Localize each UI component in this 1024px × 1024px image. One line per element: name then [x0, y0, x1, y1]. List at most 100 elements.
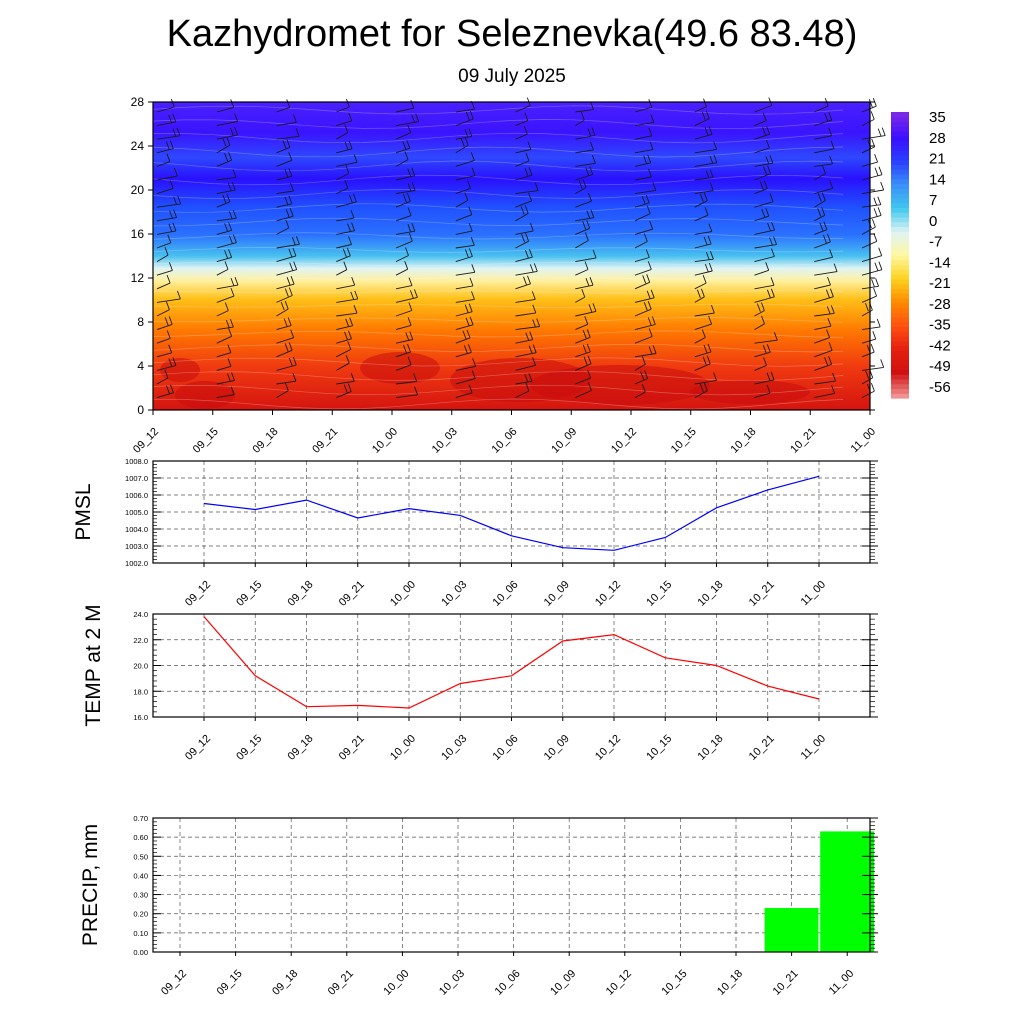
- wind-barb: [754, 248, 775, 263]
- x-tick-label: 10_03: [437, 968, 467, 998]
- wind-barb: [694, 304, 715, 317]
- x-tick-label: 09_21: [326, 968, 356, 998]
- wind-barb: [694, 207, 709, 222]
- wind-barb: [156, 140, 174, 154]
- wind-barb: [395, 289, 418, 303]
- y-tick-label: 1005.0: [125, 508, 148, 517]
- wind-barb: [276, 247, 297, 263]
- x-tick-label: 10_12: [593, 733, 623, 763]
- wind-barb: [515, 304, 537, 317]
- x-tick-label: 09_18: [251, 426, 281, 456]
- wind-barb: [575, 329, 591, 344]
- wind-barb: [754, 193, 774, 208]
- wind-barb: [336, 330, 352, 344]
- wind-barb: [575, 101, 594, 113]
- wind-barb: [216, 344, 232, 358]
- wind-barb: [515, 331, 534, 344]
- wind-barb: [156, 246, 169, 262]
- wind-barb: [754, 344, 771, 358]
- colorbar-segment: [891, 374, 909, 380]
- wind-barb: [694, 372, 718, 385]
- wind-barb: [216, 234, 237, 249]
- wind-barb: [814, 155, 834, 167]
- x-tick-label: 09_21: [310, 426, 340, 456]
- wind-barb: [216, 249, 233, 263]
- x-tick-label: 10_21: [788, 426, 818, 456]
- wind-barb: [455, 344, 472, 358]
- contour-line: [152, 303, 844, 309]
- temp-axis-title: TEMP at 2 M: [82, 604, 105, 726]
- y-tick-label: 0.20: [133, 910, 148, 919]
- wind-barb: [336, 277, 356, 290]
- y-tick-label: 0.60: [133, 833, 148, 842]
- wind-barb: [276, 114, 297, 127]
- wind-barb: [216, 99, 235, 113]
- y-tick-label: 20: [131, 183, 145, 197]
- colorbar-segment: [891, 312, 909, 318]
- wind-barb: [634, 141, 654, 154]
- warm-core: [160, 358, 200, 382]
- wind-barb: [216, 358, 232, 371]
- wind-barb: [575, 288, 586, 303]
- wind-barb: [515, 182, 539, 195]
- wind-barb: [814, 180, 834, 195]
- contour-line: [152, 343, 844, 353]
- x-tick-label: 09_12: [183, 579, 213, 609]
- wind-barb: [575, 316, 589, 331]
- wind-barb: [455, 384, 473, 399]
- wind-barb: [276, 287, 293, 303]
- wind-barb: [575, 209, 595, 222]
- wind-barb: [575, 303, 597, 317]
- wind-barb: [276, 139, 291, 154]
- wind-barb: [336, 373, 355, 385]
- colorbar-segment: [891, 231, 909, 237]
- colorbar-segment: [891, 212, 909, 218]
- wind-barb: [395, 302, 413, 317]
- wind-barb: [814, 127, 833, 140]
- y-tick-label: 18.0: [133, 687, 148, 696]
- contour-line: [152, 247, 844, 253]
- wind-barb: [515, 192, 533, 208]
- wind-barb: [156, 262, 173, 276]
- wind-barb: [634, 370, 649, 385]
- contour-line: [152, 132, 844, 144]
- wind-barb: [515, 275, 531, 290]
- contour-line: [152, 146, 844, 158]
- wind-barb: [575, 111, 585, 126]
- wind-barb: [575, 277, 594, 290]
- wind-barb: [336, 112, 353, 127]
- x-tick-label: 10_15: [669, 426, 699, 456]
- wind-barb: [575, 166, 594, 181]
- wind-barb: [754, 180, 768, 195]
- colorbar-label: -21: [929, 275, 951, 292]
- wind-barb: [634, 194, 650, 208]
- y-tick-label: 0.10: [133, 929, 148, 938]
- colorbar-segment: [891, 269, 909, 275]
- colorbar-segment: [891, 226, 909, 232]
- x-tick-label: 11_00: [849, 426, 879, 456]
- wind-barb: [575, 141, 594, 154]
- wind-barb: [754, 126, 771, 140]
- colorbar-segment: [891, 154, 909, 161]
- x-tick-label: 10_18: [696, 733, 726, 763]
- wind-barb: [694, 126, 713, 140]
- wind-barb: [455, 222, 473, 235]
- colorbar-segment: [891, 112, 909, 118]
- wind-barb: [814, 249, 834, 263]
- y-tick-label: 20.0: [133, 662, 148, 671]
- wind-barb: [575, 343, 591, 358]
- wind-barb: [395, 277, 413, 290]
- wind-barb: [216, 126, 238, 140]
- wind-barb: [156, 180, 174, 195]
- colorbar-segment: [891, 207, 909, 213]
- wind-barb: [455, 291, 475, 303]
- colorbar-segment: [891, 350, 909, 356]
- chart-title: Kazhydromet for Seleznevka(49.6 83.48): [166, 13, 858, 55]
- wind-barb: [694, 382, 708, 398]
- wind-barb: [634, 182, 657, 195]
- wind-barb: [216, 318, 234, 331]
- x-tick-label: 09_18: [286, 733, 316, 763]
- wind-barb: [634, 233, 648, 249]
- wind-barb: [861, 261, 883, 276]
- x-tick-label: 09_15: [234, 733, 264, 763]
